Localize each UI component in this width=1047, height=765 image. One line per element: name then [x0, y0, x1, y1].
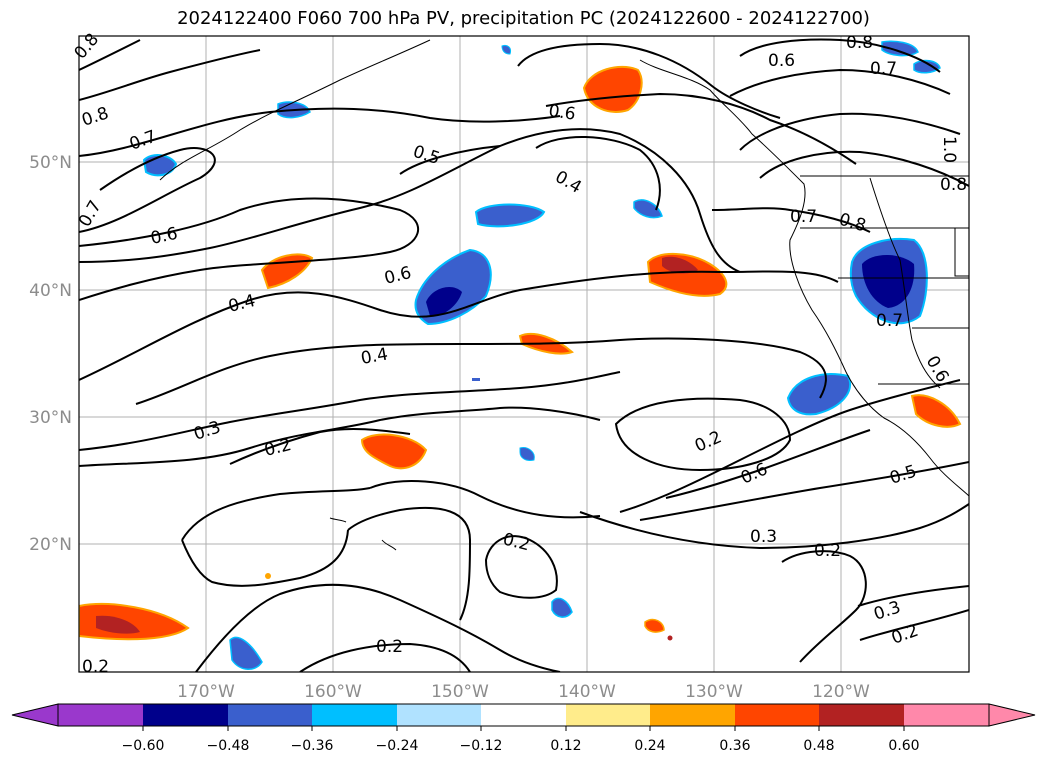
colorbar-tick: −0.48: [207, 738, 250, 754]
contour-labels: 0.8 0.8 0.7 0.7 0.6 0.4 0.5 0.4 0.6 0.6 …: [71, 30, 968, 677]
colorbar-extend-low: [11, 703, 59, 727]
small-markers: [265, 378, 673, 641]
colorbar-segment: [397, 704, 481, 726]
colorbar-extend-high: [988, 703, 1036, 727]
political-borders: [800, 175, 969, 385]
contour-label: 0.4: [359, 345, 389, 369]
longitude-label: 120°W: [812, 682, 870, 702]
colorbar-tick: 0.36: [719, 738, 750, 754]
colorbar-tick: 0.24: [634, 738, 665, 754]
contour-label: 1.0: [939, 136, 959, 163]
colorbar-outline: [57, 703, 990, 727]
colorbar-tick: −0.36: [291, 738, 334, 754]
pv-contours: [79, 38, 969, 672]
colorbar-segment: [566, 704, 650, 726]
colorbar-segment: [228, 704, 312, 726]
colorbar-segment: [481, 704, 566, 726]
precip-shading: [79, 40, 962, 670]
contour-label: 0.7: [870, 59, 897, 79]
colorbar-tick: 0.60: [888, 738, 919, 754]
contour-label: 0.7: [876, 311, 903, 331]
colorbar-tick: −0.12: [460, 738, 503, 754]
contour-label: 0.7: [790, 207, 817, 227]
contour-label: 0.3: [750, 527, 777, 547]
map-frame: [78, 35, 970, 673]
longitude-labels: 170°W 160°W 150°W 140°W 130°W 120°W: [177, 682, 870, 702]
longitude-label: 130°W: [685, 682, 743, 702]
map-background: [79, 36, 969, 672]
colorbar-segment: [904, 704, 989, 726]
colorbar-segment: [312, 704, 397, 726]
colorbar-segment: [143, 704, 228, 726]
contour-label: 0.2: [376, 637, 403, 657]
contour-label: 0.6: [547, 101, 577, 125]
longitude-label: 150°W: [431, 682, 489, 702]
colorbar: −0.60 −0.48 −0.36 −0.24 −0.12 0.12 0.24 …: [11, 703, 1036, 754]
longitude-label: 160°W: [304, 682, 362, 702]
contour-label: 0.8: [846, 33, 873, 53]
contour-label: 0.2: [82, 657, 109, 677]
gridlines: [79, 36, 969, 672]
map-title: 2024122400 F060 700 hPa PV, precipitatio…: [177, 8, 870, 29]
colorbar-segment: [58, 704, 143, 726]
colorbar-tick: −0.60: [122, 738, 165, 754]
colorbar-tick: −0.24: [376, 738, 419, 754]
latitude-label: 30°N: [29, 408, 72, 428]
latitude-label: 40°N: [29, 281, 72, 301]
latitude-label: 20°N: [29, 535, 72, 555]
contour-label: 0.2: [814, 541, 841, 561]
contour-label: 0.6: [768, 51, 795, 71]
colorbar-tick: 0.12: [550, 738, 581, 754]
colorbar-segment: [735, 704, 819, 726]
colorbar-segment: [650, 704, 735, 726]
colorbar-tick: 0.48: [803, 738, 834, 754]
colorbar-segment: [819, 704, 904, 726]
longitude-label: 170°W: [177, 682, 235, 702]
contour-label: 0.8: [940, 175, 967, 195]
latitude-label: 50°N: [29, 153, 72, 173]
longitude-label: 140°W: [558, 682, 616, 702]
latitude-labels: 50°N 40°N 30°N 20°N: [29, 153, 72, 555]
coastlines: [159, 39, 969, 551]
